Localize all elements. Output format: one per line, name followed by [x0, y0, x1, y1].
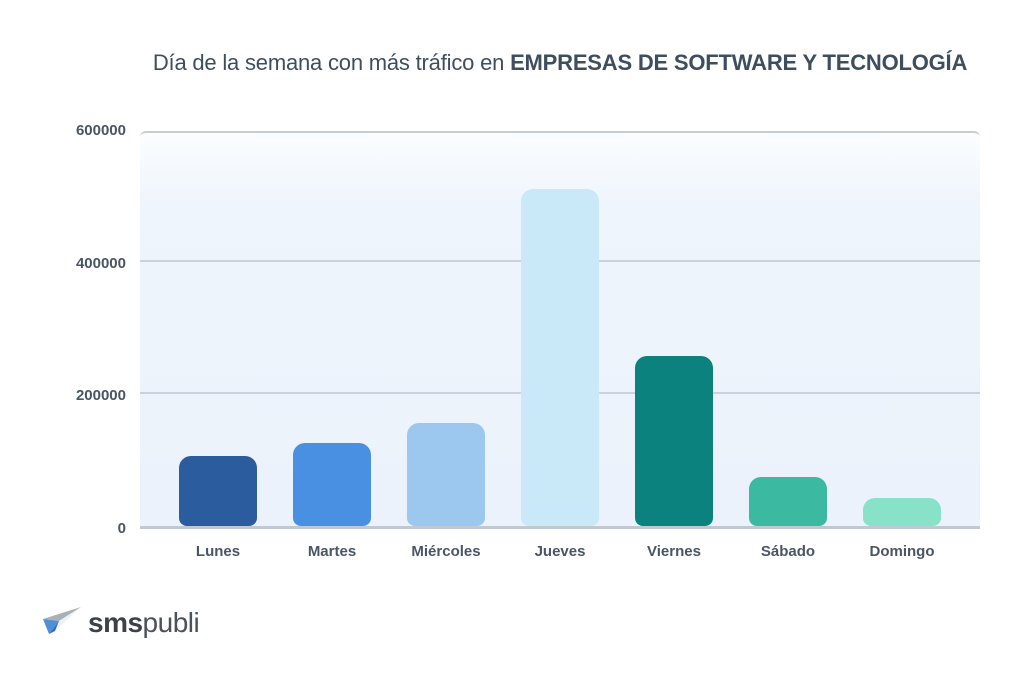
paper-plane-icon: [40, 601, 84, 644]
y-tick-label-400000: 400000: [75, 255, 126, 272]
x-tick-label-sábado: Sábado: [760, 543, 816, 560]
y-tick-label-600000: 600000: [75, 122, 126, 139]
brand-name-sms: sms: [88, 606, 143, 638]
x-tick-label-martes: Martes: [307, 543, 357, 560]
brand-logo: smspubli: [40, 601, 200, 644]
chart-title: Día de la semana con más tráfico en EMPR…: [140, 50, 980, 76]
y-tick-label-200000: 200000: [75, 387, 126, 404]
plot-area: [140, 131, 980, 529]
brand-name-publi: publi: [142, 606, 200, 638]
x-axis-labels: Lunes Martes Miércoles Jueves Viernes Sábado D…: [140, 543, 980, 560]
bar-sábado: [749, 477, 827, 526]
brand-name: smspubli: [88, 606, 200, 639]
bars: [140, 133, 980, 526]
x-tick-label-lunes: Lunes: [195, 543, 241, 560]
chart-title-prefix: Día de la semana con más tráfico en: [152, 50, 511, 75]
bar-domingo: [863, 498, 941, 526]
bar-martes: [293, 443, 371, 526]
bar-lunes: [179, 456, 257, 526]
y-tick-label-0: 0: [117, 520, 126, 537]
x-tick-label-miércoles: Miércoles: [411, 543, 481, 560]
bar-miércoles: [407, 423, 485, 526]
x-tick-label-domingo: Domingo: [869, 543, 935, 560]
bar-viernes: [635, 356, 713, 526]
bar-jueves: [521, 189, 599, 526]
x-tick-label-jueves: Jueves: [534, 543, 586, 560]
x-tick-label-viernes: Viernes: [647, 543, 701, 560]
chart-title-emphasis: EMPRESAS DE SOFTWARE Y TECNOLOGÍA: [510, 50, 968, 75]
